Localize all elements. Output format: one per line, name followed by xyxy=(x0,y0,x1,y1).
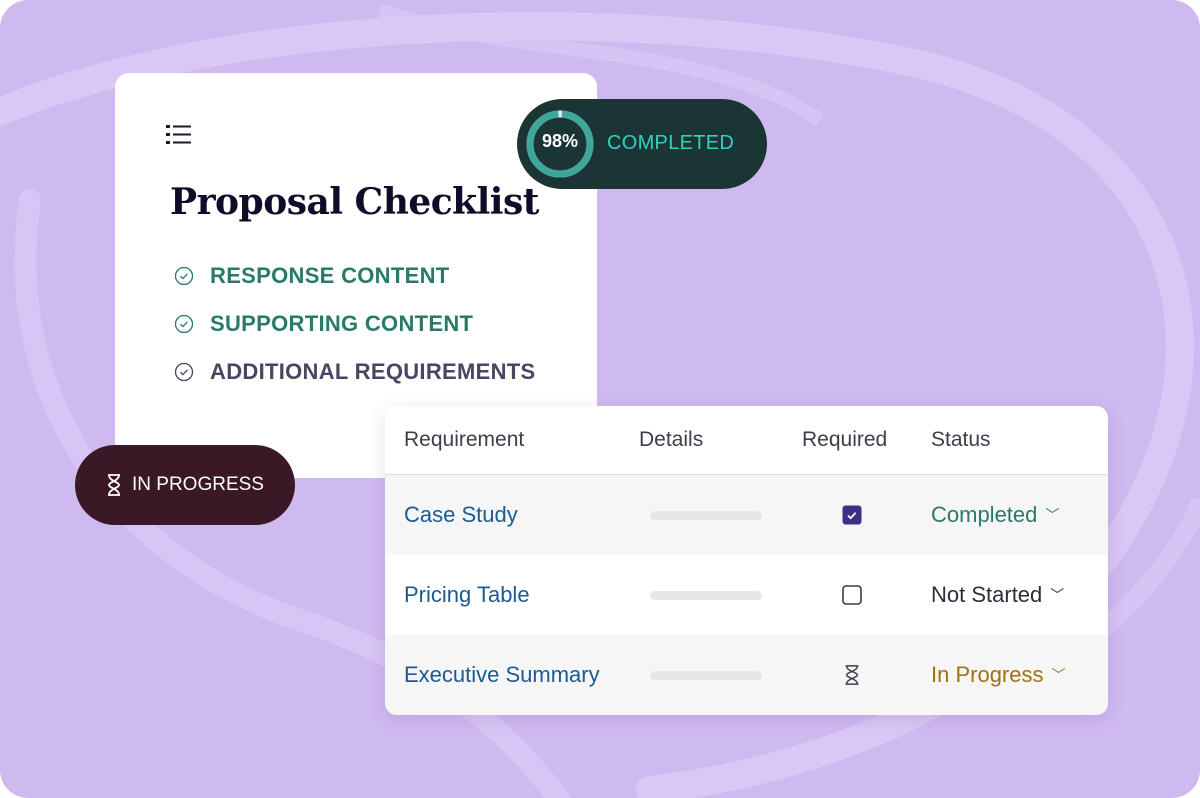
checklist-item-additional-requirements[interactable]: ADDITIONAL REQUIREMENTS xyxy=(174,359,536,385)
completed-percent: 98% xyxy=(541,131,579,151)
header-details[interactable]: Details xyxy=(639,428,704,451)
chevron-down-icon: ﹀ xyxy=(1050,587,1065,603)
header-status[interactable]: Status xyxy=(931,428,991,451)
completed-label: COMPLETED xyxy=(607,132,735,154)
checklist-item-response-content[interactable]: RESPONSE CONTENT xyxy=(174,263,450,289)
list-icon[interactable] xyxy=(166,124,192,146)
completed-badge: 98% COMPLETED xyxy=(517,99,767,189)
check-circle-icon xyxy=(174,314,194,334)
header-requirement[interactable]: Requirement xyxy=(404,428,525,451)
check-circle-icon xyxy=(174,362,194,382)
check-circle-icon xyxy=(174,266,194,286)
checkbox-unchecked[interactable] xyxy=(842,585,862,605)
in-progress-label: IN PROGRESS xyxy=(132,474,264,495)
status-value: Not Started xyxy=(931,582,1043,607)
status-dropdown[interactable]: Not Started ﹀ xyxy=(931,582,1064,608)
checkbox-checked[interactable] xyxy=(842,505,862,525)
details-placeholder xyxy=(650,671,762,680)
table-row: Executive Summary In Progress ﹀ xyxy=(385,635,1108,715)
table-row: Case Study Completed ﹀ xyxy=(385,475,1108,555)
hourglass-icon xyxy=(108,474,120,496)
requirement-link[interactable]: Executive Summary xyxy=(404,662,600,687)
details-placeholder xyxy=(650,591,762,600)
requirements-table: Requirement Details Required Status Case… xyxy=(385,406,1108,715)
status-dropdown[interactable]: In Progress ﹀ xyxy=(931,662,1066,688)
table-row: Pricing Table Not Started ﹀ xyxy=(385,555,1108,635)
requirement-link[interactable]: Case Study xyxy=(404,502,518,527)
hourglass-icon xyxy=(845,665,859,685)
requirement-link[interactable]: Pricing Table xyxy=(404,582,530,607)
header-required[interactable]: Required xyxy=(802,428,888,451)
status-value: In Progress xyxy=(931,662,1044,687)
chevron-down-icon: ﹀ xyxy=(1045,507,1060,523)
checklist-item-label: RESPONSE CONTENT xyxy=(210,263,450,288)
status-value: Completed xyxy=(931,502,1038,527)
checklist-item-supporting-content[interactable]: SUPPORTING CONTENT xyxy=(174,311,473,337)
table-header: Requirement Details Required Status xyxy=(385,406,1108,475)
in-progress-badge: IN PROGRESS xyxy=(75,445,295,525)
checklist-item-label: SUPPORTING CONTENT xyxy=(210,311,474,336)
details-placeholder xyxy=(650,511,762,520)
progress-ring xyxy=(526,110,594,178)
page-title: Proposal Checklist xyxy=(170,181,539,223)
status-dropdown[interactable]: Completed ﹀ xyxy=(931,502,1059,528)
chevron-down-icon: ﹀ xyxy=(1051,667,1066,683)
checklist-item-label: ADDITIONAL REQUIREMENTS xyxy=(210,359,536,384)
